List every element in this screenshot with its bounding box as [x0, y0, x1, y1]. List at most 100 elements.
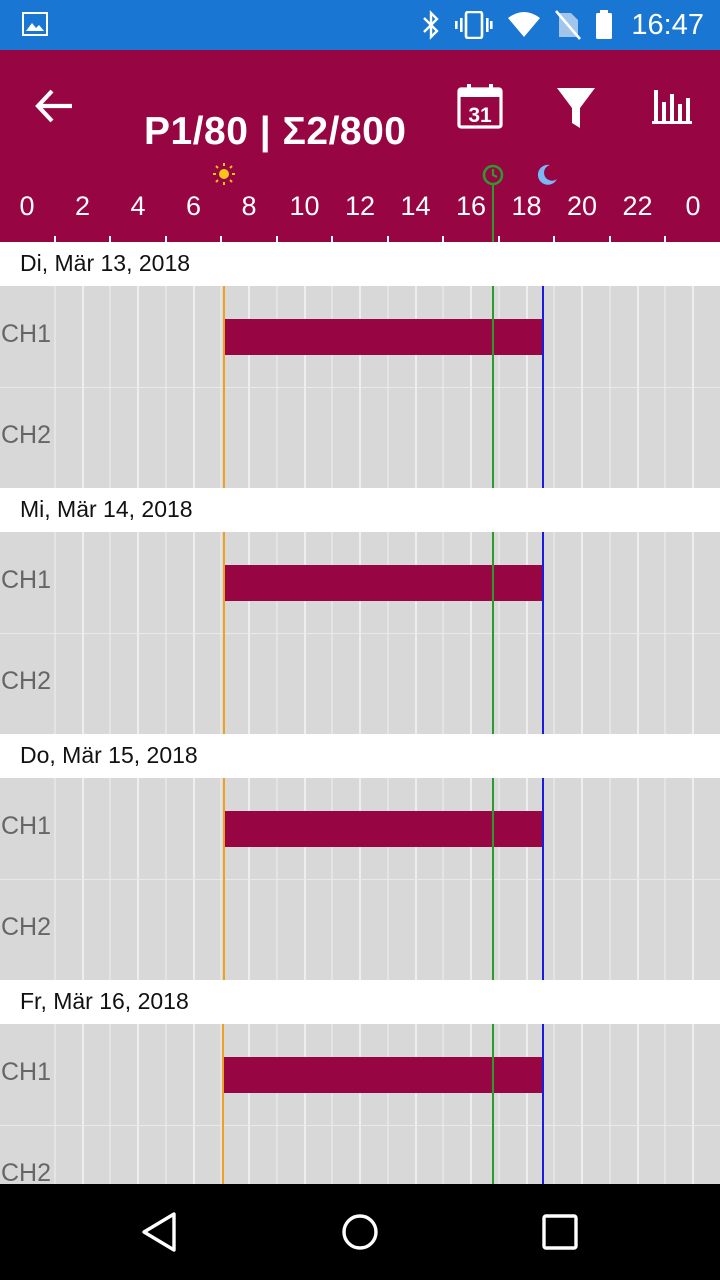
sunset-line	[542, 286, 545, 488]
axis-tick-label: 16	[455, 191, 487, 221]
home-nav-icon[interactable]	[338, 1210, 382, 1254]
current-time-line	[491, 532, 494, 734]
time-axis: 0 2 4 6 8 10 12 14 16 18 20 22 0	[0, 158, 720, 292]
calendar-icon[interactable]: 31	[456, 82, 504, 130]
channel-on-bar[interactable]	[224, 565, 542, 601]
recents-nav-icon[interactable]	[538, 1210, 582, 1254]
axis-tick-label: 8	[241, 191, 257, 221]
channel-label: CH2	[1, 1159, 52, 1184]
hour-grid-line	[525, 1024, 528, 1184]
day-date-label: Di, Mär 13, 2018	[20, 250, 191, 276]
sunrise-line	[223, 532, 226, 734]
hour-grid-line	[636, 1024, 639, 1184]
hour-grid-line	[192, 1024, 195, 1184]
axis-tick-label: 6	[185, 191, 202, 221]
hour-grid-line	[137, 1024, 139, 1184]
axis-tick-label: 18	[511, 191, 542, 221]
schedule-list[interactable]: Di, Mär 13, 2018 CH1 CH2 Mi, Mär 14, 2018 CH…	[0, 242, 720, 1184]
hour-grid-line	[331, 1024, 334, 1184]
vibrate-icon	[455, 11, 494, 39]
navigation-bar	[0, 1184, 720, 1280]
sunrise-sun-icon	[213, 163, 236, 185]
day-schedule[interactable]: CH1 CH2	[0, 778, 720, 980]
current-time-line	[491, 286, 494, 488]
hour-grid-line	[386, 1024, 389, 1184]
sunset-moon-icon	[538, 164, 558, 185]
hour-grid-line	[553, 1024, 556, 1184]
channel-on-bar[interactable]	[224, 811, 542, 847]
hour-grid-line	[53, 1024, 56, 1184]
channel-row-divider	[0, 1125, 720, 1126]
axis-tick-label: 14	[400, 191, 431, 221]
hour-grid-line	[275, 1024, 278, 1184]
channel-on-bar[interactable]	[222, 1057, 544, 1093]
sunrise-line	[223, 778, 226, 980]
sunset-line	[542, 532, 545, 734]
day-schedule[interactable]: CH1 CH2	[0, 532, 720, 734]
day-date-label: Mi, Mär 14, 2018	[20, 496, 193, 522]
day-date-label: Fr, Mär 16, 2018	[20, 988, 189, 1014]
battery-icon	[596, 10, 613, 39]
channel-label: CH1	[1, 812, 52, 840]
day-schedule[interactable]: CH1 CH2	[0, 286, 720, 488]
hour-grid-line	[414, 1024, 417, 1184]
day-header: Fr, Mär 16, 2018	[0, 980, 720, 1024]
day-header: Do, Mär 15, 2018	[0, 734, 720, 778]
hour-grid-line	[497, 1024, 500, 1184]
back-arrow-icon[interactable]	[32, 84, 76, 128]
axis-tick-label: 4	[130, 191, 146, 221]
channel-row-divider	[0, 633, 720, 634]
hour-grid-line	[692, 1024, 694, 1184]
channel-label: CH1	[1, 566, 52, 594]
axis-tick-label: 20	[566, 191, 598, 221]
hour-grid-line	[359, 1024, 361, 1184]
current-time-axis-line	[491, 184, 494, 244]
sunset-line	[542, 1024, 545, 1184]
wifi-icon	[508, 12, 541, 37]
axis-tick-label: 0	[685, 191, 701, 221]
calendar-day-number: 31	[468, 104, 492, 127]
page-title: P1/80 | Σ2/800	[144, 110, 407, 153]
hour-grid-line	[303, 1024, 306, 1184]
current-time-line	[491, 778, 494, 980]
day-header: Di, Mär 13, 2018	[0, 242, 720, 286]
sunset-line	[542, 778, 545, 980]
channel-row-divider	[0, 879, 720, 880]
hour-grid-line	[248, 1024, 250, 1184]
hour-grid-line	[164, 1024, 167, 1184]
axis-tick-label: 12	[344, 191, 376, 221]
sunrise-line	[221, 1024, 224, 1184]
current-time-line	[491, 1024, 494, 1184]
hour-grid-line	[109, 1024, 112, 1184]
hour-grid-line	[608, 1024, 611, 1184]
status-bar: 16:47	[0, 0, 720, 50]
day-schedule[interactable]: CH1 CH2	[0, 1024, 720, 1184]
bluetooth-icon	[423, 10, 440, 40]
axis-tick-label: 22	[622, 191, 653, 221]
hour-grid-line	[220, 1024, 223, 1184]
no-sim-icon	[555, 10, 582, 40]
clock-time: 16:47	[631, 8, 704, 41]
day-header: Mi, Mär 14, 2018	[0, 488, 720, 532]
sunrise-line	[223, 286, 226, 488]
channel-label: CH1	[1, 320, 52, 348]
gallery-icon	[22, 12, 48, 36]
channel-label: CH2	[1, 913, 52, 941]
bar-chart-icon[interactable]	[650, 86, 694, 126]
back-nav-icon[interactable]	[138, 1210, 182, 1254]
app-bar: P1/80 | Σ2/800 31	[0, 50, 720, 292]
channel-label: CH1	[1, 1058, 52, 1086]
hour-grid-line	[581, 1024, 583, 1184]
channel-label: CH2	[1, 421, 52, 449]
axis-tick-label: 10	[289, 191, 320, 221]
hour-grid-line	[664, 1024, 667, 1184]
hour-grid-line	[470, 1024, 472, 1184]
channel-row-divider	[0, 387, 720, 388]
axis-tick-label: 2	[74, 191, 91, 221]
day-date-label: Do, Mär 15, 2018	[20, 742, 198, 768]
hour-grid-line	[442, 1024, 445, 1184]
hour-grid-line	[81, 1024, 84, 1184]
channel-label: CH2	[1, 667, 52, 695]
channel-on-bar[interactable]	[224, 319, 542, 355]
filter-icon[interactable]	[556, 86, 596, 130]
